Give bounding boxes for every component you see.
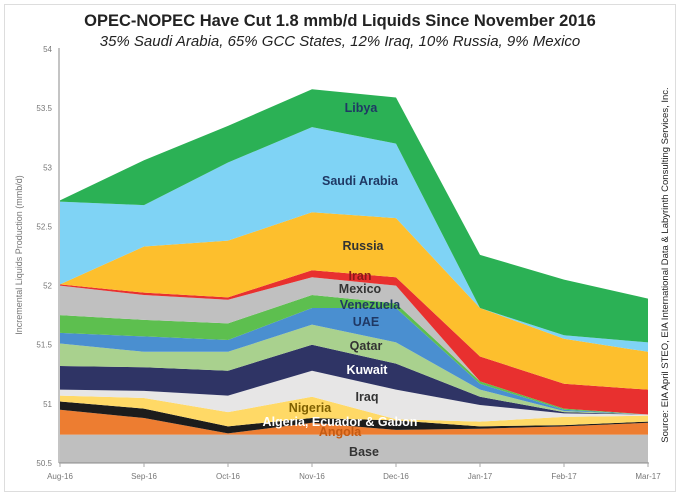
y-ticks: 50.5 51 51.5 52 52.5 53 53.5 54 [36,45,52,468]
area-nigeria [60,395,648,427]
x-tick-label: Sep-16 [131,472,157,481]
area-uae [60,308,648,415]
y-tick-label: 53 [43,163,52,172]
series-label: Iraq [356,390,379,404]
y-tick-label: 51 [43,400,52,409]
x-tick-label: Nov-16 [299,472,325,481]
area-base [60,434,648,463]
y-axis-label: Incremental Liquids Production (mmb/d) [14,175,24,335]
series-label: Nigeria [289,401,332,415]
area-venezuela [60,295,648,415]
area-russia [60,212,648,390]
area-libya [60,89,648,343]
area-algeria-ecuador-gabon [60,401,648,434]
x-tick-label: Jan-17 [468,472,493,481]
x-tick-label: Mar-17 [635,472,661,481]
series-label: Russia [343,239,385,253]
x-ticks: Aug-16 Sep-16 Oct-16 Nov-16 Dec-16 Jan-17 Feb-… [47,463,661,481]
area-iraq [60,370,648,422]
series-label: Qatar [350,339,383,353]
y-tick-label: 51.5 [36,341,52,350]
series-label: Kuwait [347,363,389,377]
x-tick-label: Aug-16 [47,472,73,481]
y-tick-label: 52.5 [36,222,52,231]
chart-subtitle: 35% Saudi Arabia, 65% GCC States, 12% Ir… [99,33,581,50]
y-tick-label: 50.5 [36,459,52,468]
y-tick-label: 52 [43,282,52,291]
y-tick-label: 54 [43,45,52,54]
series-label: Saudi Arabia [322,174,399,188]
x-tick-label: Oct-16 [216,472,241,481]
chart-title: OPEC-NOPEC Have Cut 1.8 mmb/d Liquids Si… [84,12,596,30]
series-label: Mexico [339,282,382,296]
series-label: UAE [353,315,379,329]
x-tick-label: Dec-16 [383,472,409,481]
series-label: Libya [345,101,379,115]
series-label: Base [349,445,379,459]
source-note: Source: EIA April STEO, EIA Internationa… [660,87,671,442]
x-tick-label: Feb-17 [551,472,577,481]
series-label: Angola [319,425,362,439]
series-label: Algeria, Ecuador & Gabon [263,415,418,429]
series-label: Venezuela [340,298,401,312]
area-angola [60,409,648,435]
area-iran [60,270,648,415]
area-kuwait [60,344,648,415]
area-saudi-arabia [60,127,648,352]
area-mexico [60,277,648,415]
area-qatar [60,324,648,415]
area-layers [60,89,648,463]
y-tick-label: 53.5 [36,104,52,113]
series-label: Iran [349,269,372,283]
chart-frame [4,4,676,492]
